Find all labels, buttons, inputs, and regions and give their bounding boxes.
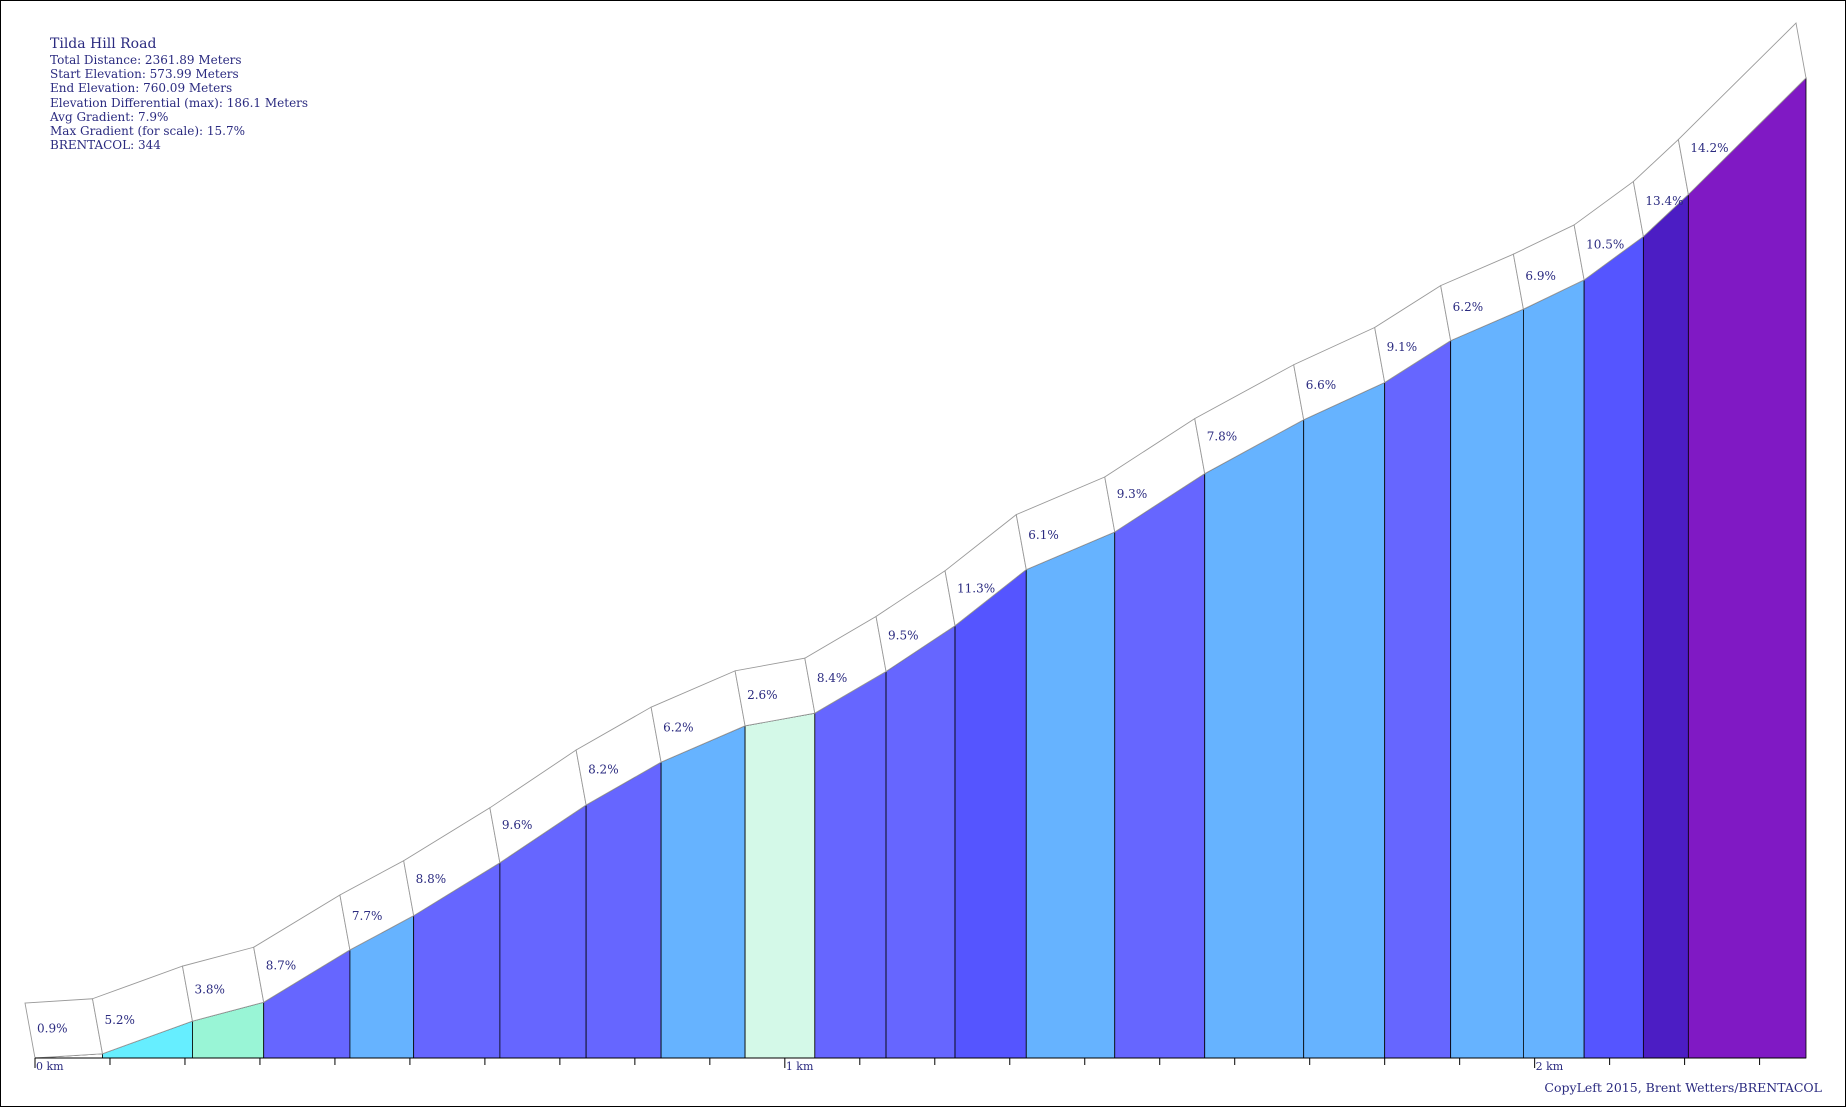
elevation-differential: Elevation Differential (max): 186.1 Mete… — [50, 95, 309, 110]
profile-segment — [1114, 472, 1206, 1059]
gradient-label: 6.2% — [1453, 300, 1484, 314]
gradient-label: 8.2% — [588, 763, 619, 777]
gradient-label: 8.8% — [416, 872, 447, 886]
gradient-label: 3.8% — [194, 982, 225, 996]
gradient-label: 6.2% — [663, 721, 694, 735]
x-tick-label: 0 km — [36, 1060, 64, 1073]
end-elevation: End Elevation: 760.09 Meters — [50, 81, 233, 96]
profile-segment — [1303, 381, 1386, 1059]
gradient-label: 8.7% — [266, 958, 297, 972]
profile-segment — [1204, 419, 1305, 1059]
start-elevation: Start Elevation: 573.99 Meters — [50, 67, 239, 82]
gradient-label: 13.4% — [1645, 194, 1683, 208]
profile-segment — [1522, 279, 1585, 1059]
profile-segment — [1025, 531, 1116, 1059]
gradient-label: 0.9% — [37, 1021, 68, 1035]
gradient-label: 10.5% — [1586, 237, 1624, 251]
profile-segment — [744, 712, 816, 1059]
profile-segments — [34, 77, 1807, 1059]
route-info: Tilda Hill Road Total Distance: 2361.89 … — [50, 36, 308, 152]
profile-segment — [1687, 77, 1807, 1059]
profile-segment — [1450, 308, 1524, 1059]
gradient-label: 6.6% — [1306, 378, 1337, 392]
profile-segment — [1384, 339, 1452, 1059]
gradient-label: 14.2% — [1690, 141, 1728, 155]
gradient-label: 11.3% — [957, 581, 995, 595]
gradient-label: 9.6% — [502, 818, 532, 832]
gradient-label: 9.1% — [1387, 340, 1418, 354]
profile-segment — [1583, 235, 1644, 1059]
route-title: Tilda Hill Road — [50, 36, 157, 52]
gradient-label: 9.3% — [1117, 487, 1148, 501]
brentacol-score: BRENTACOL: 344 — [50, 138, 161, 153]
profile-segment — [660, 725, 746, 1059]
profile-segment — [954, 568, 1027, 1059]
total-distance: Total Distance: 2361.89 Meters — [50, 53, 242, 67]
profile-segment — [1642, 193, 1689, 1059]
x-axis: 0 km 1 km 2 km — [34, 1057, 1806, 1073]
gradient-label-band — [1677, 22, 1807, 196]
x-tick-label: 1 km — [786, 1060, 814, 1073]
avg-gradient: Avg Gradient: 7.9% — [50, 109, 169, 124]
gradient-label: 7.8% — [1207, 430, 1238, 444]
gradient-label: 9.5% — [888, 629, 919, 643]
gradient-label: 2.6% — [747, 688, 778, 702]
gradient-label: 5.2% — [104, 1013, 135, 1027]
copyright-notice: CopyLeft 2015, Brent Wetters/BRENTACOL — [1544, 1080, 1822, 1095]
gradient-label: 6.9% — [1525, 269, 1556, 283]
profile-segment — [814, 670, 887, 1059]
profile-segment — [885, 625, 956, 1059]
profile-segment — [585, 761, 662, 1059]
x-tick-label: 2 km — [1536, 1060, 1564, 1073]
gradient-label: 6.1% — [1028, 528, 1059, 542]
gradient-label: 8.4% — [817, 671, 848, 685]
max-gradient: Max Gradient (for scale): 15.7% — [50, 124, 246, 139]
gradient-labels: 0.9% 5.2% 3.8% 8.7% 7.7% 8.8% 9.6% 8.2% 6.2% 2.6%… — [24, 22, 1807, 1059]
gradient-label: 7.7% — [352, 909, 383, 923]
